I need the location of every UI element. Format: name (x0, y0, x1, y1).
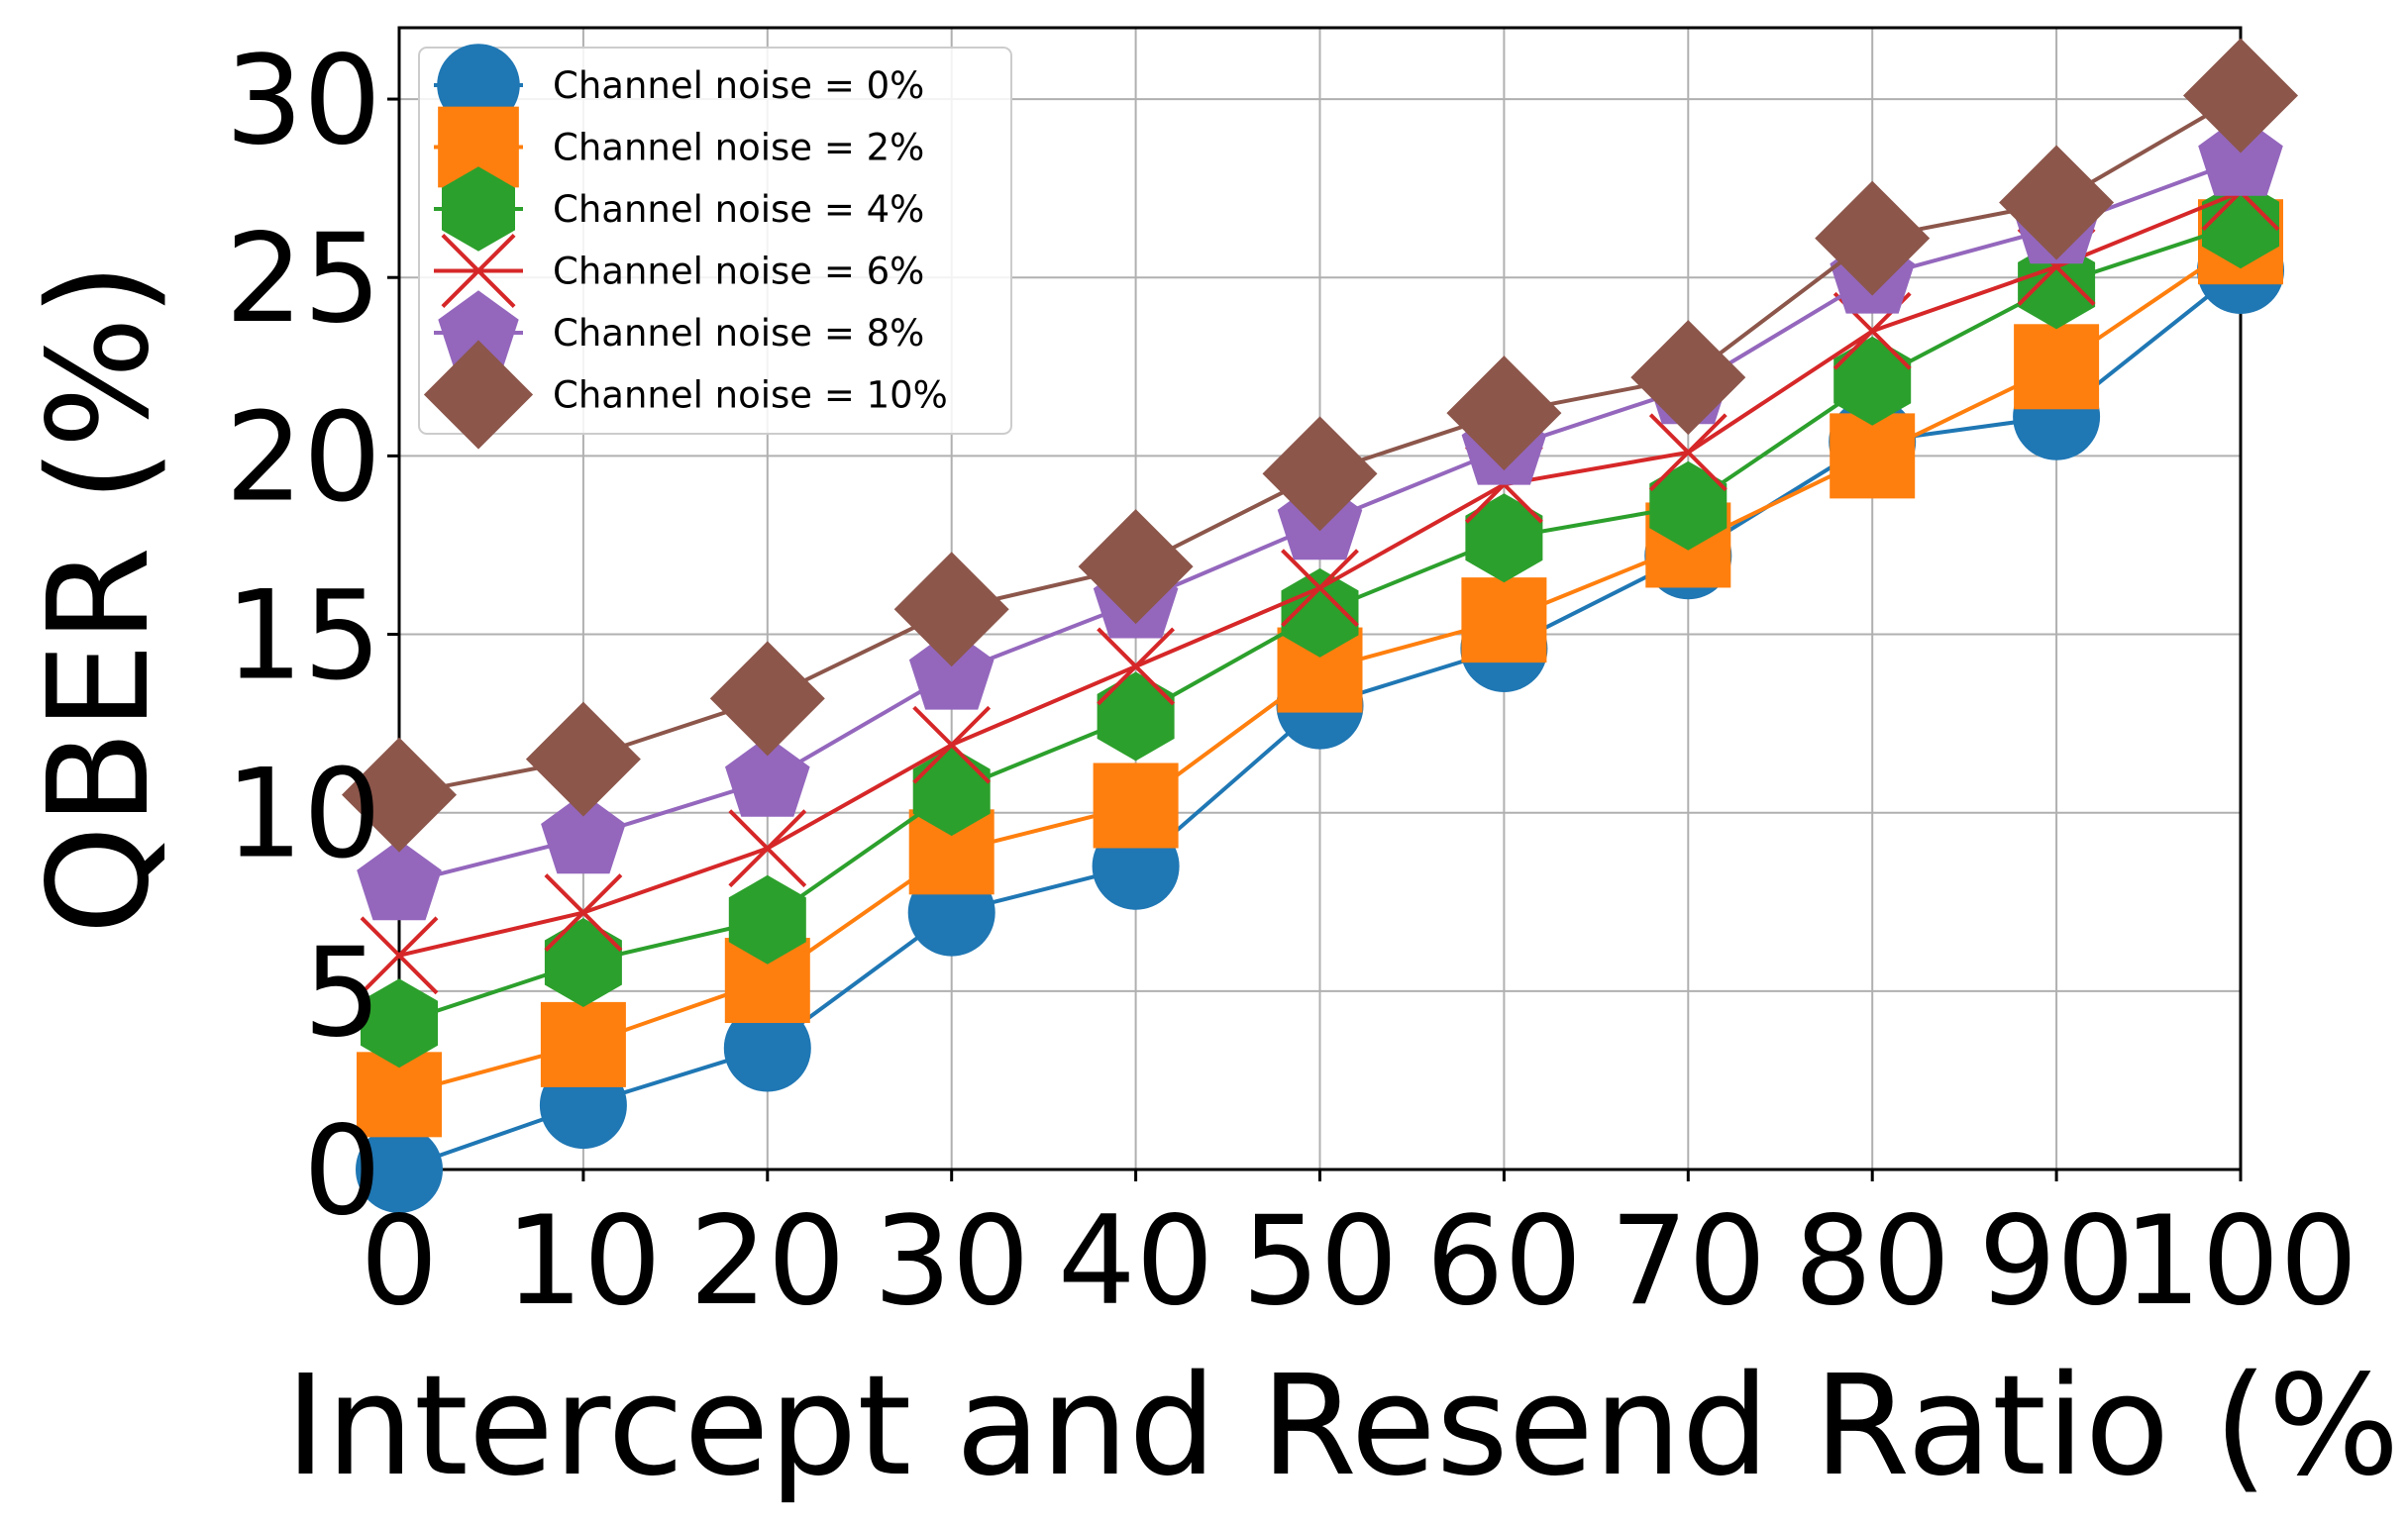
data-point (1649, 460, 1727, 551)
series-3 (360, 153, 2280, 995)
legend-item: Channel noise = 4% (434, 166, 924, 252)
legend-marker (437, 44, 520, 127)
legend-label: Channel noise = 2% (553, 127, 924, 169)
data-point (725, 736, 810, 817)
data-point (1461, 577, 1547, 663)
y-tick-label: 20 (225, 386, 381, 529)
legend-label: Channel noise = 6% (553, 251, 924, 293)
y-tick-label: 15 (225, 565, 381, 708)
data-point (544, 873, 623, 952)
data-point (2183, 38, 2298, 153)
legend-marker (423, 340, 534, 450)
data-point (342, 737, 457, 853)
data-point (1097, 627, 1176, 706)
y-tick-label: 30 (225, 30, 381, 172)
data-point (728, 809, 807, 888)
data-point (1281, 567, 1359, 658)
y-tick-label: 25 (225, 208, 381, 351)
x-tick-label: 70 (1610, 1190, 1766, 1333)
data-point (1833, 336, 1912, 426)
legend-item: Channel noise = 6% (434, 233, 924, 309)
data-point (1830, 413, 1916, 499)
data-point (360, 916, 439, 995)
data-point (1446, 356, 1562, 471)
data-point (1097, 671, 1175, 762)
y-tick-label: 10 (225, 744, 381, 886)
legend-item: Channel noise = 2% (434, 106, 924, 188)
data-point (723, 1004, 811, 1092)
data-point (1093, 763, 1179, 849)
x-tick-label: 80 (1794, 1190, 1950, 1333)
x-tick-label: 40 (1058, 1190, 1214, 1333)
data-point (1999, 145, 2115, 260)
data-point (541, 792, 626, 874)
data-point (1815, 180, 1931, 296)
data-point (544, 918, 622, 1007)
x-tick-label: 50 (1242, 1190, 1399, 1333)
legend-item: Channel noise = 0% (434, 44, 924, 127)
data-point (1630, 320, 1746, 436)
x-tick-label: 30 (874, 1190, 1030, 1333)
data-point (1281, 549, 1359, 628)
data-point (709, 641, 825, 757)
legend-item: Channel noise = 8% (434, 290, 924, 367)
data-point (1465, 493, 1543, 583)
data-point (912, 747, 991, 837)
data-point (2014, 324, 2100, 410)
legend-box (418, 47, 1012, 435)
legend-marker (438, 290, 519, 367)
data-point (1078, 509, 1194, 625)
data-point (540, 1001, 626, 1087)
legend: Channel noise = 0% Channel noise = 2% Chan… (418, 44, 1012, 450)
data-point (1648, 413, 1727, 492)
data-point (361, 978, 438, 1069)
legend-marker (441, 233, 516, 309)
x-tick-label: 60 (1426, 1190, 1583, 1333)
data-point (1262, 416, 1378, 532)
data-point (728, 874, 806, 965)
x-tick-label: 20 (689, 1190, 846, 1333)
x-tick-label: 90 (1978, 1190, 2135, 1333)
y-tick-label: 5 (303, 922, 381, 1065)
legend-label: Channel noise = 8% (553, 312, 924, 355)
legend-label: Channel noise = 10% (553, 374, 948, 417)
legend-marker (442, 166, 515, 252)
data-point (908, 629, 995, 710)
data-point (893, 552, 1009, 667)
data-point (525, 701, 641, 817)
x-tick-label: 0 (361, 1190, 439, 1333)
legend-item: Channel noise = 10% (423, 340, 948, 450)
y-axis-label: QBER (%) (19, 262, 180, 935)
series-5 (342, 38, 2298, 853)
data-point (356, 1126, 443, 1213)
legend-label: Channel noise = 4% (553, 188, 924, 231)
x-tick-label: 10 (505, 1190, 662, 1333)
data-point (2198, 115, 2283, 196)
data-point (357, 839, 442, 921)
data-series (342, 38, 2298, 1213)
data-point (912, 705, 992, 784)
y-tick-label: 0 (303, 1100, 381, 1243)
legend-label: Channel noise = 0% (553, 64, 924, 107)
x-tick-label: 100 (2124, 1190, 2358, 1333)
x-axis-label: Intercept and Resend Ratio (%) (285, 1346, 2408, 1507)
